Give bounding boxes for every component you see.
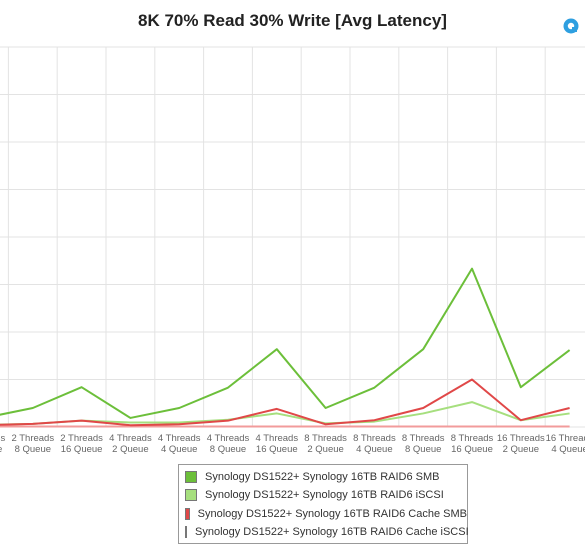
chart-title: 8K 70% Read 30% Write [Avg Latency] bbox=[138, 11, 447, 30]
x-tick-label: 2 Threads 16 Queue bbox=[60, 433, 103, 455]
x-tick-label: 8 Threads 8 Queue bbox=[402, 433, 445, 455]
legend-label: Synology DS1522+ Synology 16TB RAID6 iSC… bbox=[205, 489, 444, 502]
x-tick-label: 2 Threads 8 Queue bbox=[11, 433, 54, 455]
legend-label: Synology DS1522+ Synology 16TB RAID6 SMB bbox=[205, 471, 440, 484]
legend-swatch bbox=[185, 507, 190, 520]
legend-swatch bbox=[185, 526, 187, 539]
x-tick-label: 4 Threads 8 Queue bbox=[207, 433, 250, 455]
legend-swatch bbox=[185, 471, 197, 484]
series-line-1 bbox=[0, 267, 571, 419]
legend-item[interactable]: Synology DS1522+ Synology 16TB RAID6 iSC… bbox=[185, 486, 467, 504]
x-tick-label: 8 Threads 4 Queue bbox=[353, 433, 396, 455]
chart-legend: Synology DS1522+ Synology 16TB RAID6 SMB… bbox=[178, 464, 469, 544]
legend-label: Synology DS1522+ Synology 16TB RAID6 Cac… bbox=[197, 507, 467, 520]
legend-swatch bbox=[185, 489, 197, 502]
x-tick-label: 8 Threads 2 Queue bbox=[304, 433, 347, 455]
x-tick-label: 4 Threads 16 Queue bbox=[255, 433, 298, 455]
x-tick-label: 4 Threads 4 Queue bbox=[158, 433, 201, 455]
x-tick-label: 16 Threads 2 Queue bbox=[497, 433, 545, 455]
logo-icon bbox=[563, 18, 579, 34]
legend-label: Synology DS1522+ Synology 16TB RAID6 Cac… bbox=[195, 526, 469, 539]
series-line-3 bbox=[0, 378, 570, 427]
legend-item[interactable]: Synology DS1522+ Synology 16TB RAID6 SMB bbox=[185, 468, 467, 486]
x-tick-label: 4 Threads 2 Queue bbox=[109, 433, 152, 455]
legend-item[interactable]: Synology DS1522+ Synology 16TB RAID6 Cac… bbox=[185, 523, 469, 541]
x-tick-label: 8 Threads 16 Queue bbox=[451, 433, 494, 455]
legend-item[interactable]: Synology DS1522+ Synology 16TB RAID6 Cac… bbox=[185, 505, 467, 523]
